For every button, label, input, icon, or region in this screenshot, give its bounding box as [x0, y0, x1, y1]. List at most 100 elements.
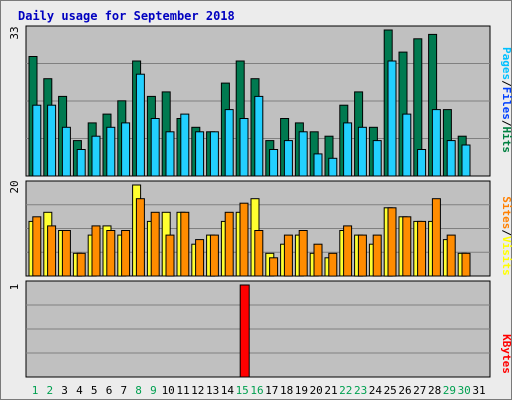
visits-sites-bar-sites — [328, 252, 338, 277]
legend-entry-visits: Visits — [500, 236, 512, 276]
day-label: 14 — [221, 384, 235, 397]
visits-sites-bar-sites — [47, 225, 57, 277]
hits-files-pages-bar-pages — [180, 113, 190, 177]
day-label: 31 — [472, 384, 485, 397]
hits-files-pages-bar-pages — [417, 149, 427, 177]
legend-entry-files: Files — [500, 87, 512, 120]
visits-sites-axis-max-label: 20 — [8, 180, 21, 193]
day-label: 21 — [324, 384, 337, 397]
day-label: 3 — [61, 384, 68, 397]
visits-sites-bar-sites — [195, 239, 205, 277]
hits-files-pages-bar-pages — [61, 126, 71, 177]
legend-entry-kbytes: KBytes — [500, 334, 512, 374]
hits-files-pages-bar-pages — [121, 122, 131, 177]
hits-files-pages-bar-pages — [91, 135, 101, 177]
hits-files-pages-bar-pages — [195, 131, 205, 177]
hits-files-pages-bar-pages — [461, 144, 471, 177]
legend-entry-hits: Hits — [500, 127, 512, 154]
hits-files-pages-bar-pages — [431, 109, 441, 177]
visits-sites-bar-sites — [461, 252, 471, 277]
hits-files-pages-bar-pages — [269, 149, 279, 177]
day-label: 9 — [150, 384, 157, 397]
hits-files-pages-bar-pages — [372, 140, 382, 177]
visits-sites-bar-sites — [91, 225, 101, 277]
visits-sites-bar-sites — [76, 252, 86, 277]
hits-files-pages-bar-pages — [165, 131, 175, 177]
visits-sites-bar-sites — [224, 211, 234, 277]
visits-sites-panel: 20 Sites/Visits — [8, 180, 512, 277]
visits-sites-bar-sites — [106, 230, 116, 277]
visits-sites-bar-sites — [446, 234, 456, 277]
kbytes-panel: 1 KBytes — [8, 280, 512, 378]
hits-files-pages-bar-pages — [343, 122, 353, 177]
day-label: 15 — [236, 384, 249, 397]
visits-sites-bar-sites — [135, 198, 145, 277]
hits-files-pages-bar-pages — [298, 131, 308, 177]
x-axis-day-labels: 1 2 3 4 5 6 7 8 9 10 11 12 13 14 15 16 17 18 19 20 21 22 23 24 2… — [32, 384, 486, 397]
hits-files-pages-bar-pages — [106, 126, 116, 177]
visits-sites-bar-sites — [121, 230, 131, 277]
visits-sites-bar-sites — [417, 220, 427, 277]
day-label: 16 — [250, 384, 263, 397]
day-label: 26 — [398, 384, 411, 397]
day-label: 6 — [106, 384, 113, 397]
visits-sites-bar-sites — [343, 225, 353, 277]
hits-files-pages-bar-pages — [135, 73, 145, 177]
day-label: 25 — [384, 384, 397, 397]
hits-files-pages-bar-pages — [402, 113, 412, 177]
visits-sites-bar-sites — [269, 257, 279, 277]
visits-sites-bar-sites — [209, 234, 219, 277]
day-label: 30 — [458, 384, 471, 397]
visits-sites-bar-sites — [313, 243, 323, 277]
hits-files-pages-bar-pages — [209, 131, 219, 177]
day-label: 7 — [120, 384, 127, 397]
day-label: 13 — [206, 384, 219, 397]
hits-files-pages-bar-pages — [357, 126, 367, 177]
day-label: 27 — [413, 384, 426, 397]
legend-separator: / — [500, 120, 512, 127]
visits-sites-bar-sites — [387, 207, 397, 277]
visits-sites-bar-sites — [372, 234, 382, 277]
day-label: 8 — [135, 384, 142, 397]
legend-separator: / — [500, 229, 512, 236]
hits-files-pages-bar-pages — [239, 118, 249, 177]
kbytes-legend: KBytes — [500, 334, 512, 374]
day-label: 20 — [310, 384, 323, 397]
hits-files-pages-bar-pages — [283, 140, 293, 177]
day-label: 28 — [428, 384, 441, 397]
day-label: 29 — [443, 384, 456, 397]
legend-entry-pages: Pages — [500, 47, 512, 80]
visits-sites-bar-sites — [180, 211, 190, 277]
visits-sites-bar-sites — [32, 216, 42, 277]
day-label: 24 — [369, 384, 383, 397]
day-label: 2 — [46, 384, 53, 397]
day-label: 23 — [354, 384, 367, 397]
visits-sites-bar-sites — [431, 198, 441, 277]
visits-sites-legend: Sites/Visits — [500, 196, 512, 276]
legend-entry-sites: Sites — [500, 196, 512, 229]
day-label: 1 — [32, 384, 39, 397]
chart-title: Daily usage for September 2018 — [18, 9, 235, 23]
hits-files-pages-axis-max-label: 33 — [8, 26, 21, 39]
hits-files-pages-bar-pages — [150, 118, 160, 177]
visits-sites-bar-sites — [165, 234, 175, 277]
legend-separator: / — [500, 80, 512, 87]
day-label: 17 — [265, 384, 278, 397]
hits-files-pages-legend: Pages/Files/Hits — [500, 47, 512, 153]
hits-files-pages-bar-pages — [313, 153, 323, 177]
day-label: 12 — [191, 384, 204, 397]
kbytes-axis-max-label: 1 — [8, 284, 21, 291]
day-label: 10 — [162, 384, 175, 397]
day-label: 19 — [295, 384, 308, 397]
visits-sites-bar-sites — [61, 230, 71, 277]
hits-files-pages-bar-pages — [47, 104, 57, 177]
day-label: 5 — [91, 384, 98, 397]
visits-sites-bar-sites — [298, 230, 308, 277]
hits-files-pages-bar-pages — [387, 60, 397, 177]
day-label: 18 — [280, 384, 293, 397]
hits-files-pages-bar-pages — [446, 140, 456, 177]
kbytes-bar-kbytes — [239, 284, 250, 378]
hits-files-pages-bar-pages — [328, 157, 338, 177]
